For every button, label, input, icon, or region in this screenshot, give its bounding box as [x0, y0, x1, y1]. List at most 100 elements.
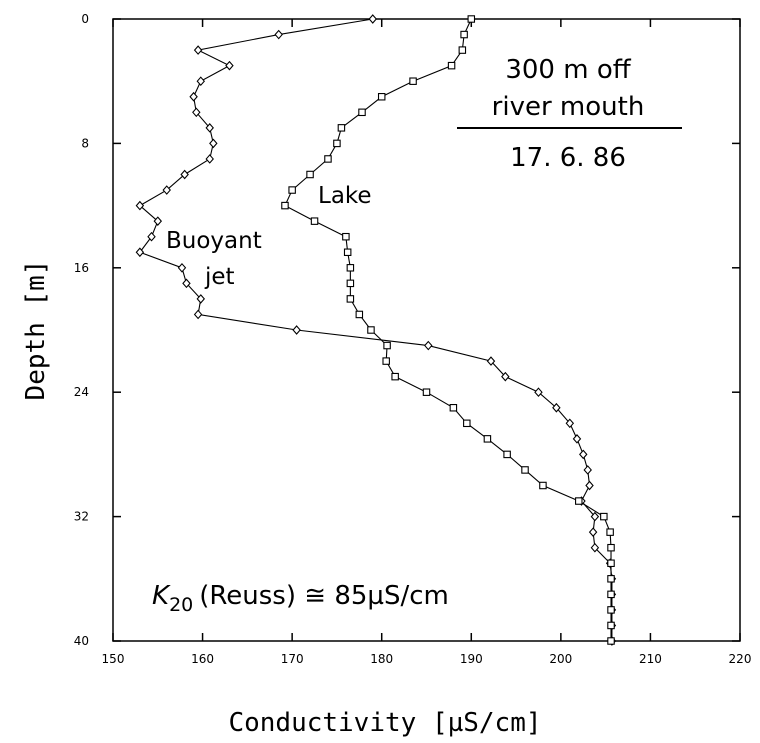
buoyant-jet-point — [572, 434, 582, 444]
conductivity-reference-annotation: K20 (Reuss) ≅ 85µS/cm — [152, 581, 449, 616]
y-tick-label: 8 — [81, 136, 89, 150]
lake-point — [367, 326, 375, 334]
y-axis-ticks: 0 8 16 24 32 40 — [74, 12, 740, 648]
buoyant-jet-point — [193, 309, 203, 320]
buoyant-jet-point — [590, 542, 600, 553]
lake-point — [607, 637, 615, 645]
lake-point — [607, 559, 615, 567]
buoyant-jet-point — [274, 29, 283, 40]
lake-point — [337, 124, 346, 132]
title-line-2: river mouth — [492, 92, 645, 122]
lake-point — [503, 450, 511, 459]
x-tick-label: 210 — [639, 652, 662, 666]
lake-point — [606, 528, 614, 536]
lake-point — [383, 341, 391, 350]
buoyant-jet-point — [552, 402, 561, 413]
lake-point — [288, 186, 296, 194]
buoyant-jet-point — [585, 480, 594, 491]
buoyant-jet-point — [205, 123, 214, 133]
lake-point — [460, 30, 468, 39]
buoyant-jet-point — [196, 76, 206, 87]
buoyant-jet-point — [205, 154, 214, 164]
lake-point — [539, 481, 547, 490]
buoyant-jet-point — [192, 107, 201, 118]
x-tick-label: 220 — [729, 652, 752, 666]
title-line-1: 300 m off — [505, 55, 631, 85]
lake-point — [358, 108, 366, 117]
buoyant-jet-point — [565, 418, 575, 429]
buoyant-jet-point — [534, 387, 543, 398]
buoyant-jet-point — [180, 169, 189, 180]
lake-point — [324, 155, 332, 163]
x-tick-label: 170 — [281, 652, 304, 666]
lake-point — [575, 497, 583, 505]
lake-point — [377, 93, 386, 101]
lake-point — [346, 264, 355, 272]
lake-point — [306, 170, 314, 179]
lake-point — [281, 201, 289, 210]
buoyant-jet-label-line-1: Buoyant — [166, 228, 262, 254]
lake-point — [382, 357, 390, 365]
buoyant-jet-point — [579, 449, 588, 460]
lake-point — [607, 590, 615, 599]
x-axis-ticks: 150 160 170 180 190 200 210 220 — [102, 19, 752, 666]
series-layer — [135, 14, 617, 646]
buoyant-jet-point — [193, 45, 203, 55]
buoyant-jet-point — [368, 14, 377, 24]
lake-point — [447, 61, 456, 70]
buoyant-jet-point — [147, 231, 156, 242]
buoyant-jet-point — [177, 262, 187, 273]
lake-point — [355, 310, 364, 319]
lake-point — [409, 77, 417, 85]
buoyant-jet-point — [486, 356, 496, 366]
lake-point — [600, 512, 608, 521]
buoyant-jet-point — [424, 340, 433, 351]
x-tick-label: 150 — [102, 652, 125, 666]
y-tick-label: 24 — [74, 385, 89, 399]
buoyant-jet-point — [209, 138, 218, 149]
y-tick-label: 32 — [74, 510, 89, 524]
lake-point — [607, 575, 615, 583]
x-axis-title: Conductivity [µS/cm] — [228, 708, 541, 738]
lake-series-label: Lake — [318, 183, 372, 209]
lake-point — [458, 46, 467, 54]
buoyant-jet-point — [135, 247, 145, 258]
lake-point — [391, 372, 399, 381]
lake-point — [607, 621, 615, 630]
x-tick-label: 180 — [370, 652, 393, 666]
buoyant-jet-point — [583, 465, 592, 475]
lake-point — [343, 248, 352, 257]
y-tick-label: 0 — [81, 12, 89, 26]
x-tick-label: 190 — [460, 652, 483, 666]
x-tick-label: 160 — [191, 652, 214, 666]
buoyant-jet-label-line-2: jet — [204, 264, 235, 290]
buoyant-jet-point — [182, 278, 191, 289]
lake-point — [607, 543, 615, 552]
lake-point — [483, 435, 492, 443]
y-tick-label: 40 — [74, 634, 89, 648]
buoyant-jet-point — [225, 60, 234, 71]
plot-frame — [112, 18, 741, 642]
buoyant-jet-point — [501, 371, 510, 382]
lake-point — [607, 606, 615, 614]
buoyant-jet-point — [153, 216, 163, 226]
y-tick-label: 16 — [74, 261, 89, 275]
lake-point — [449, 403, 458, 412]
x-tick-label: 200 — [549, 652, 572, 666]
lake-point — [333, 139, 341, 148]
buoyant-jet-point — [196, 294, 206, 304]
buoyant-jet-point — [292, 325, 301, 335]
buoyant-jet-point — [590, 511, 600, 522]
lake-point — [521, 466, 529, 474]
lake-point — [310, 217, 319, 225]
lake-point — [463, 419, 471, 428]
lake-point — [422, 388, 431, 396]
lake-point — [346, 295, 355, 303]
date-label: 17. 6. 86 — [510, 143, 626, 173]
lake-point — [342, 232, 350, 241]
lake-point — [467, 15, 476, 23]
buoyant-jet-point — [189, 91, 198, 102]
y-axis-title: Depth [m] — [21, 260, 51, 401]
lake-point — [346, 279, 355, 288]
